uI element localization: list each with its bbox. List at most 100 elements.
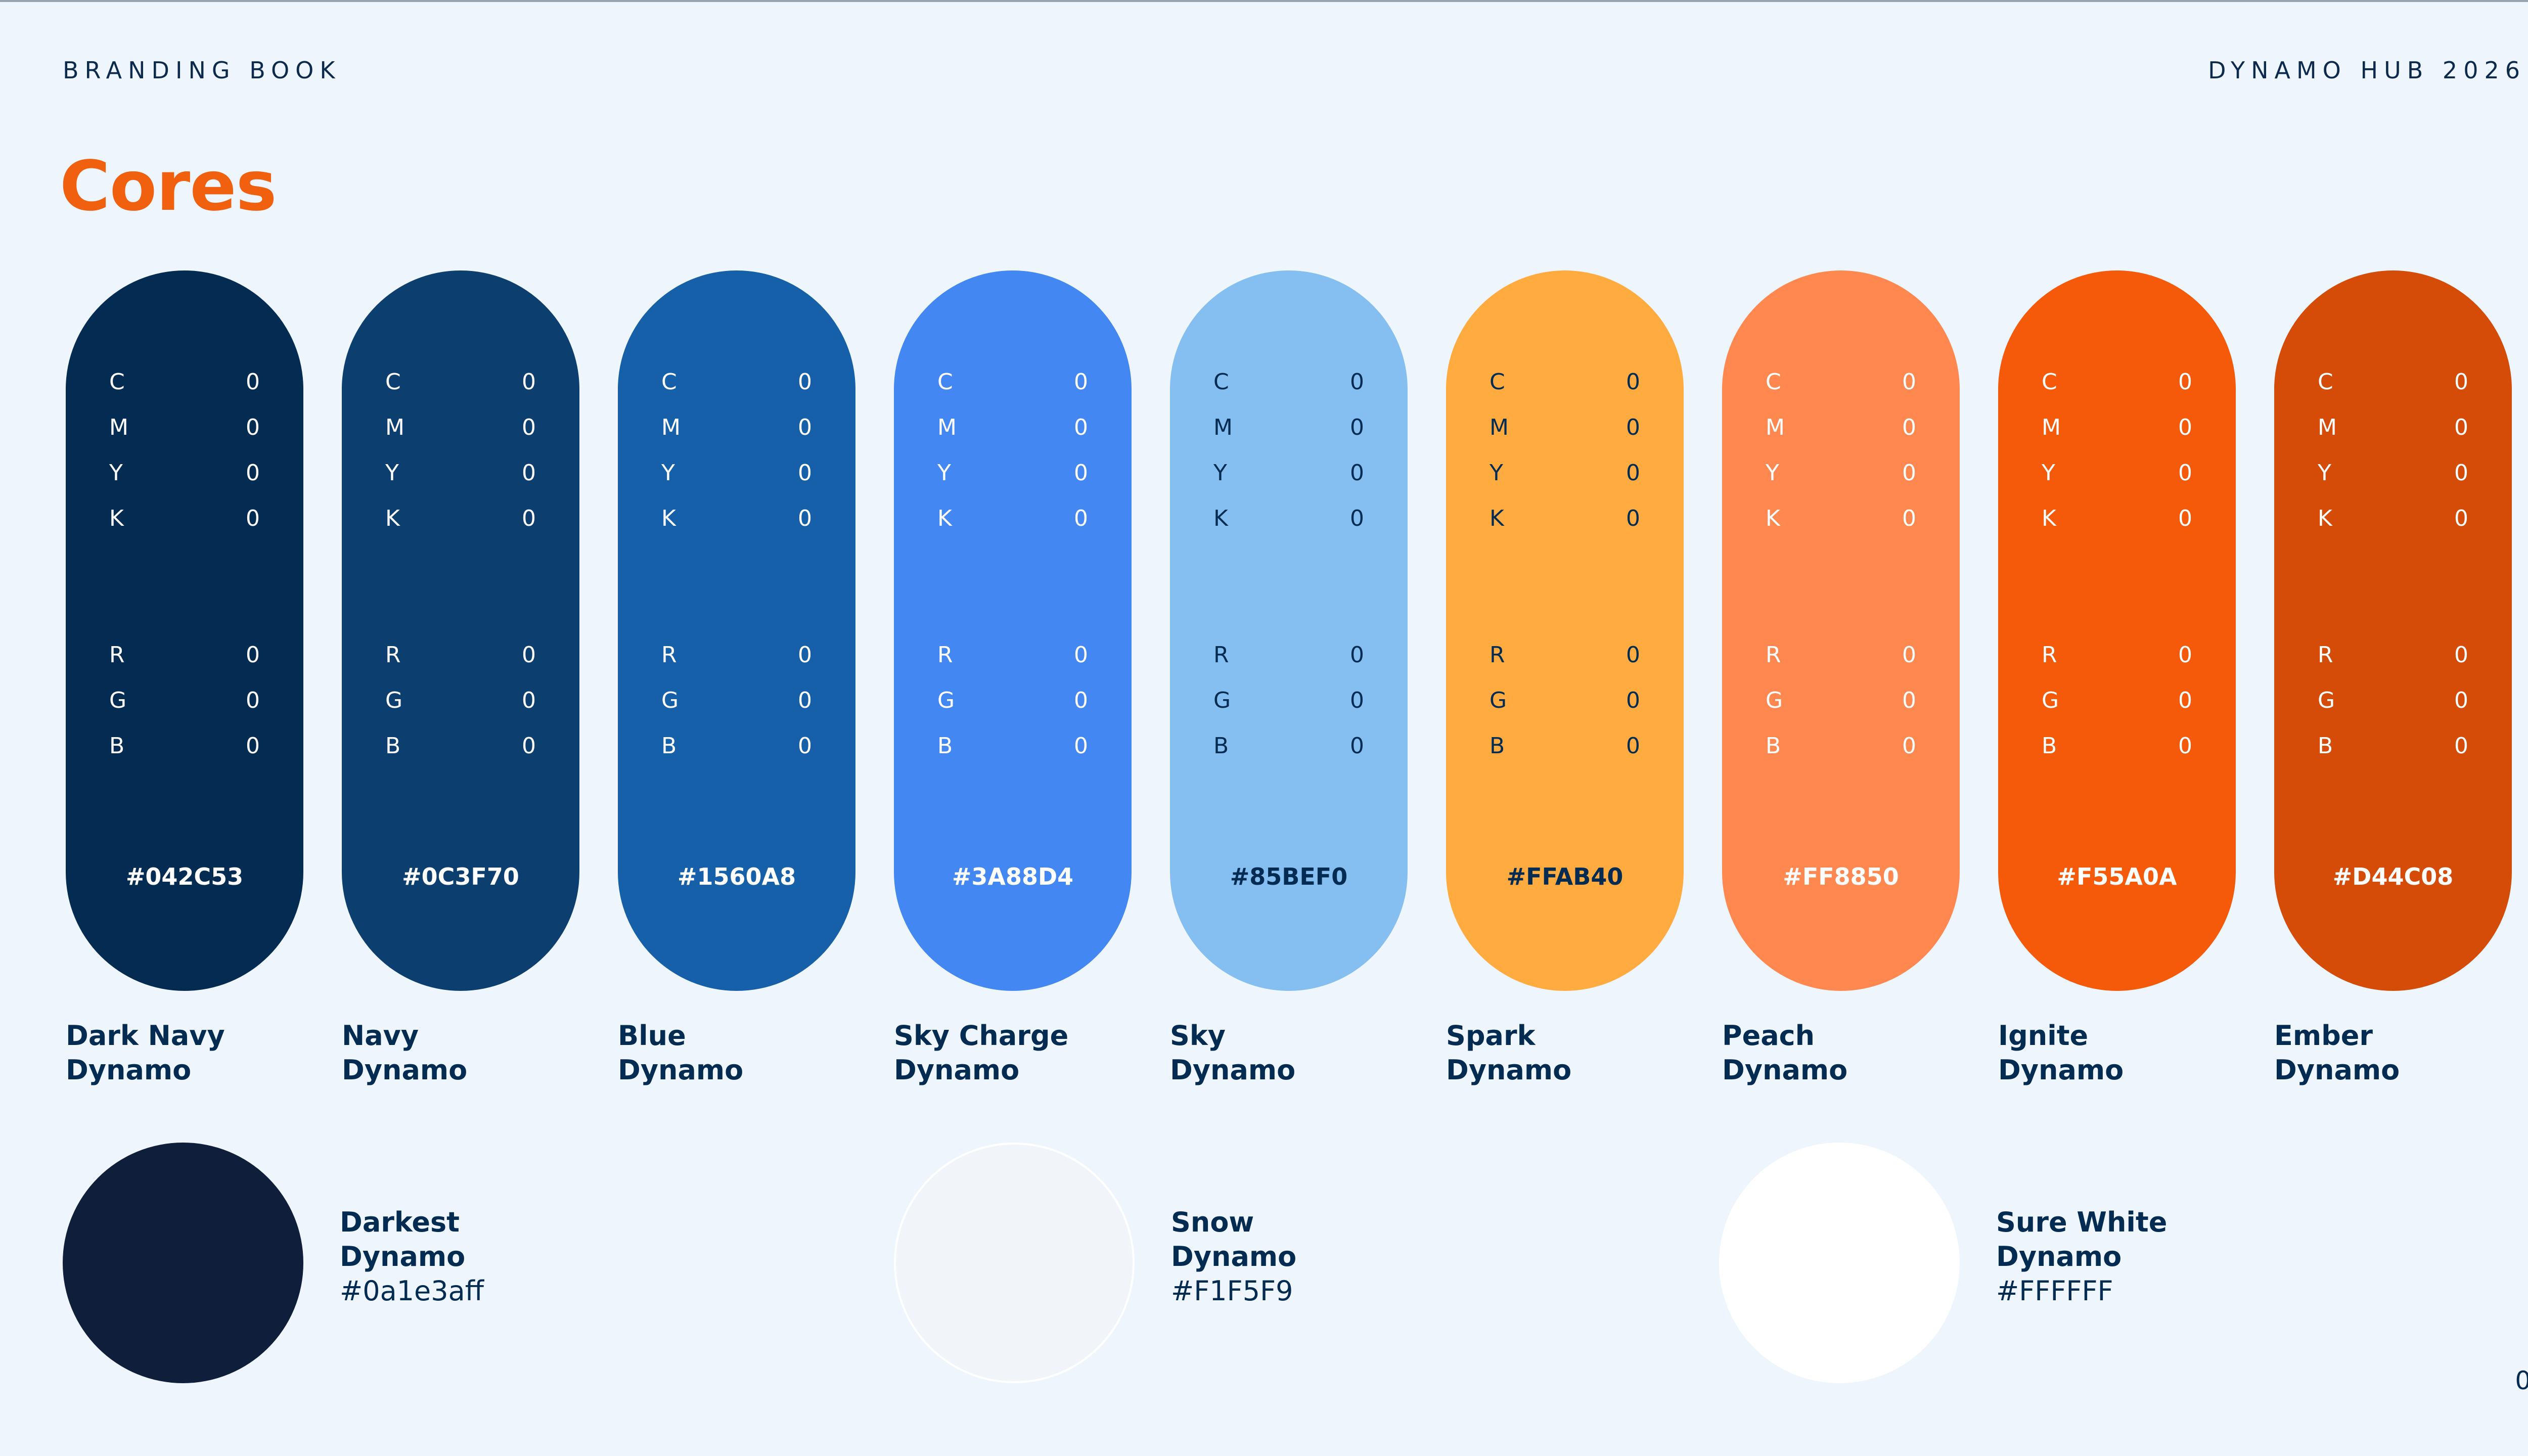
spec-channel-label: Y (385, 460, 399, 486)
spec-channel-label: C (1766, 369, 1781, 395)
color-pill: C 0 M 0 Y 0 K 0 R 0 G 0 B 0 #FFAB40 (1446, 270, 1684, 991)
spec-channel-label: M (661, 415, 681, 440)
color-name: Dark Navy Dynamo (66, 1019, 349, 1087)
spec-channel-label: B (1766, 733, 1781, 759)
spec-channel-label: R (661, 642, 677, 668)
neutral-name-line: Dynamo (1171, 1241, 1297, 1272)
spec-channel-value: 0 (246, 688, 260, 713)
color-hex-code: #FF8850 (1783, 863, 1899, 890)
spec-channel-label: K (1489, 506, 1504, 531)
neutral-hex-code: #0a1e3aff (340, 1275, 484, 1307)
spec-channel-label: K (937, 506, 952, 531)
spec-channel-label: Y (109, 460, 123, 486)
spec-channel-label: B (2318, 733, 2333, 759)
spec-channel-value: 0 (246, 460, 260, 486)
spec-channel-label: Y (1213, 460, 1227, 486)
spec-channel-label: B (1489, 733, 1505, 759)
spec-channel-value: 0 (522, 642, 536, 668)
spec-channel-value: 0 (1350, 415, 1364, 440)
spec-channel-label: G (2318, 688, 2335, 713)
spec-channel-value: 0 (1902, 415, 1916, 440)
spec-channel-value: 0 (1626, 415, 1640, 440)
spec-channel-value: 0 (522, 506, 536, 531)
neutral-name-line: Sure White (1996, 1206, 2168, 1238)
spec-channel-label: K (2042, 506, 2056, 531)
color-name-line: Dynamo (1998, 1054, 2124, 1086)
top-divider (0, 0, 2528, 2)
page-title: Cores (60, 147, 277, 226)
spec-channel-label: G (661, 688, 679, 713)
spec-channel-label: Y (1489, 460, 1503, 486)
color-pill: C 0 M 0 Y 0 K 0 R 0 G 0 B 0 #0C3F70 (342, 270, 579, 991)
neutral-name-line: Snow (1171, 1206, 1254, 1238)
spec-channel-label: M (937, 415, 957, 440)
color-pill: C 0 M 0 Y 0 K 0 R 0 G 0 B 0 #D44C08 (2274, 270, 2512, 991)
spec-channel-label: M (2318, 415, 2337, 440)
color-name: Peach Dynamo (1722, 1019, 2005, 1087)
spec-channel-label: B (109, 733, 125, 759)
color-name: Sky Charge Dynamo (894, 1019, 1177, 1087)
spec-channel-label: C (937, 369, 953, 395)
spec-channel-label: Y (937, 460, 951, 486)
color-name-line: Dark Navy (66, 1020, 225, 1052)
spec-channel-value: 0 (246, 369, 260, 395)
spec-channel-value: 0 (2454, 369, 2468, 395)
color-name: Ignite Dynamo (1998, 1019, 2281, 1087)
neutral-color-circle (63, 1143, 303, 1383)
neutral-color-label: Snow Dynamo #F1F5F9 (1171, 1205, 1296, 1308)
spec-channel-value: 0 (2454, 733, 2468, 759)
color-name-line: Sky Charge (894, 1020, 1069, 1052)
spec-channel-label: K (1213, 506, 1228, 531)
color-swatch: C 0 M 0 Y 0 K 0 R 0 G 0 B 0 #1560A8 Blue Dynamo (618, 270, 855, 1086)
spec-channel-value: 0 (246, 733, 260, 759)
spec-channel-value: 0 (798, 460, 812, 486)
spec-channel-value: 0 (1074, 506, 1088, 531)
spec-channel-label: K (2318, 506, 2332, 531)
spec-channel-label: M (109, 415, 128, 440)
spec-channel-label: G (1213, 688, 1231, 713)
spec-channel-value: 0 (2178, 506, 2192, 531)
spec-channel-value: 0 (522, 369, 536, 395)
spec-channel-label: R (1213, 642, 1229, 668)
spec-channel-label: Y (661, 460, 675, 486)
spec-channel-value: 0 (2454, 642, 2468, 668)
spec-channel-value: 0 (522, 460, 536, 486)
color-pill: C 0 M 0 Y 0 K 0 R 0 G 0 B 0 #3A88D4 (894, 270, 1132, 991)
spec-channel-label: G (937, 688, 955, 713)
spec-channel-value: 0 (2178, 688, 2192, 713)
color-hex-code: #FFAB40 (1506, 863, 1623, 890)
spec-channel-value: 0 (2454, 688, 2468, 713)
spec-channel-label: B (385, 733, 401, 759)
spec-channel-value: 0 (2178, 369, 2192, 395)
spec-channel-value: 0 (246, 642, 260, 668)
